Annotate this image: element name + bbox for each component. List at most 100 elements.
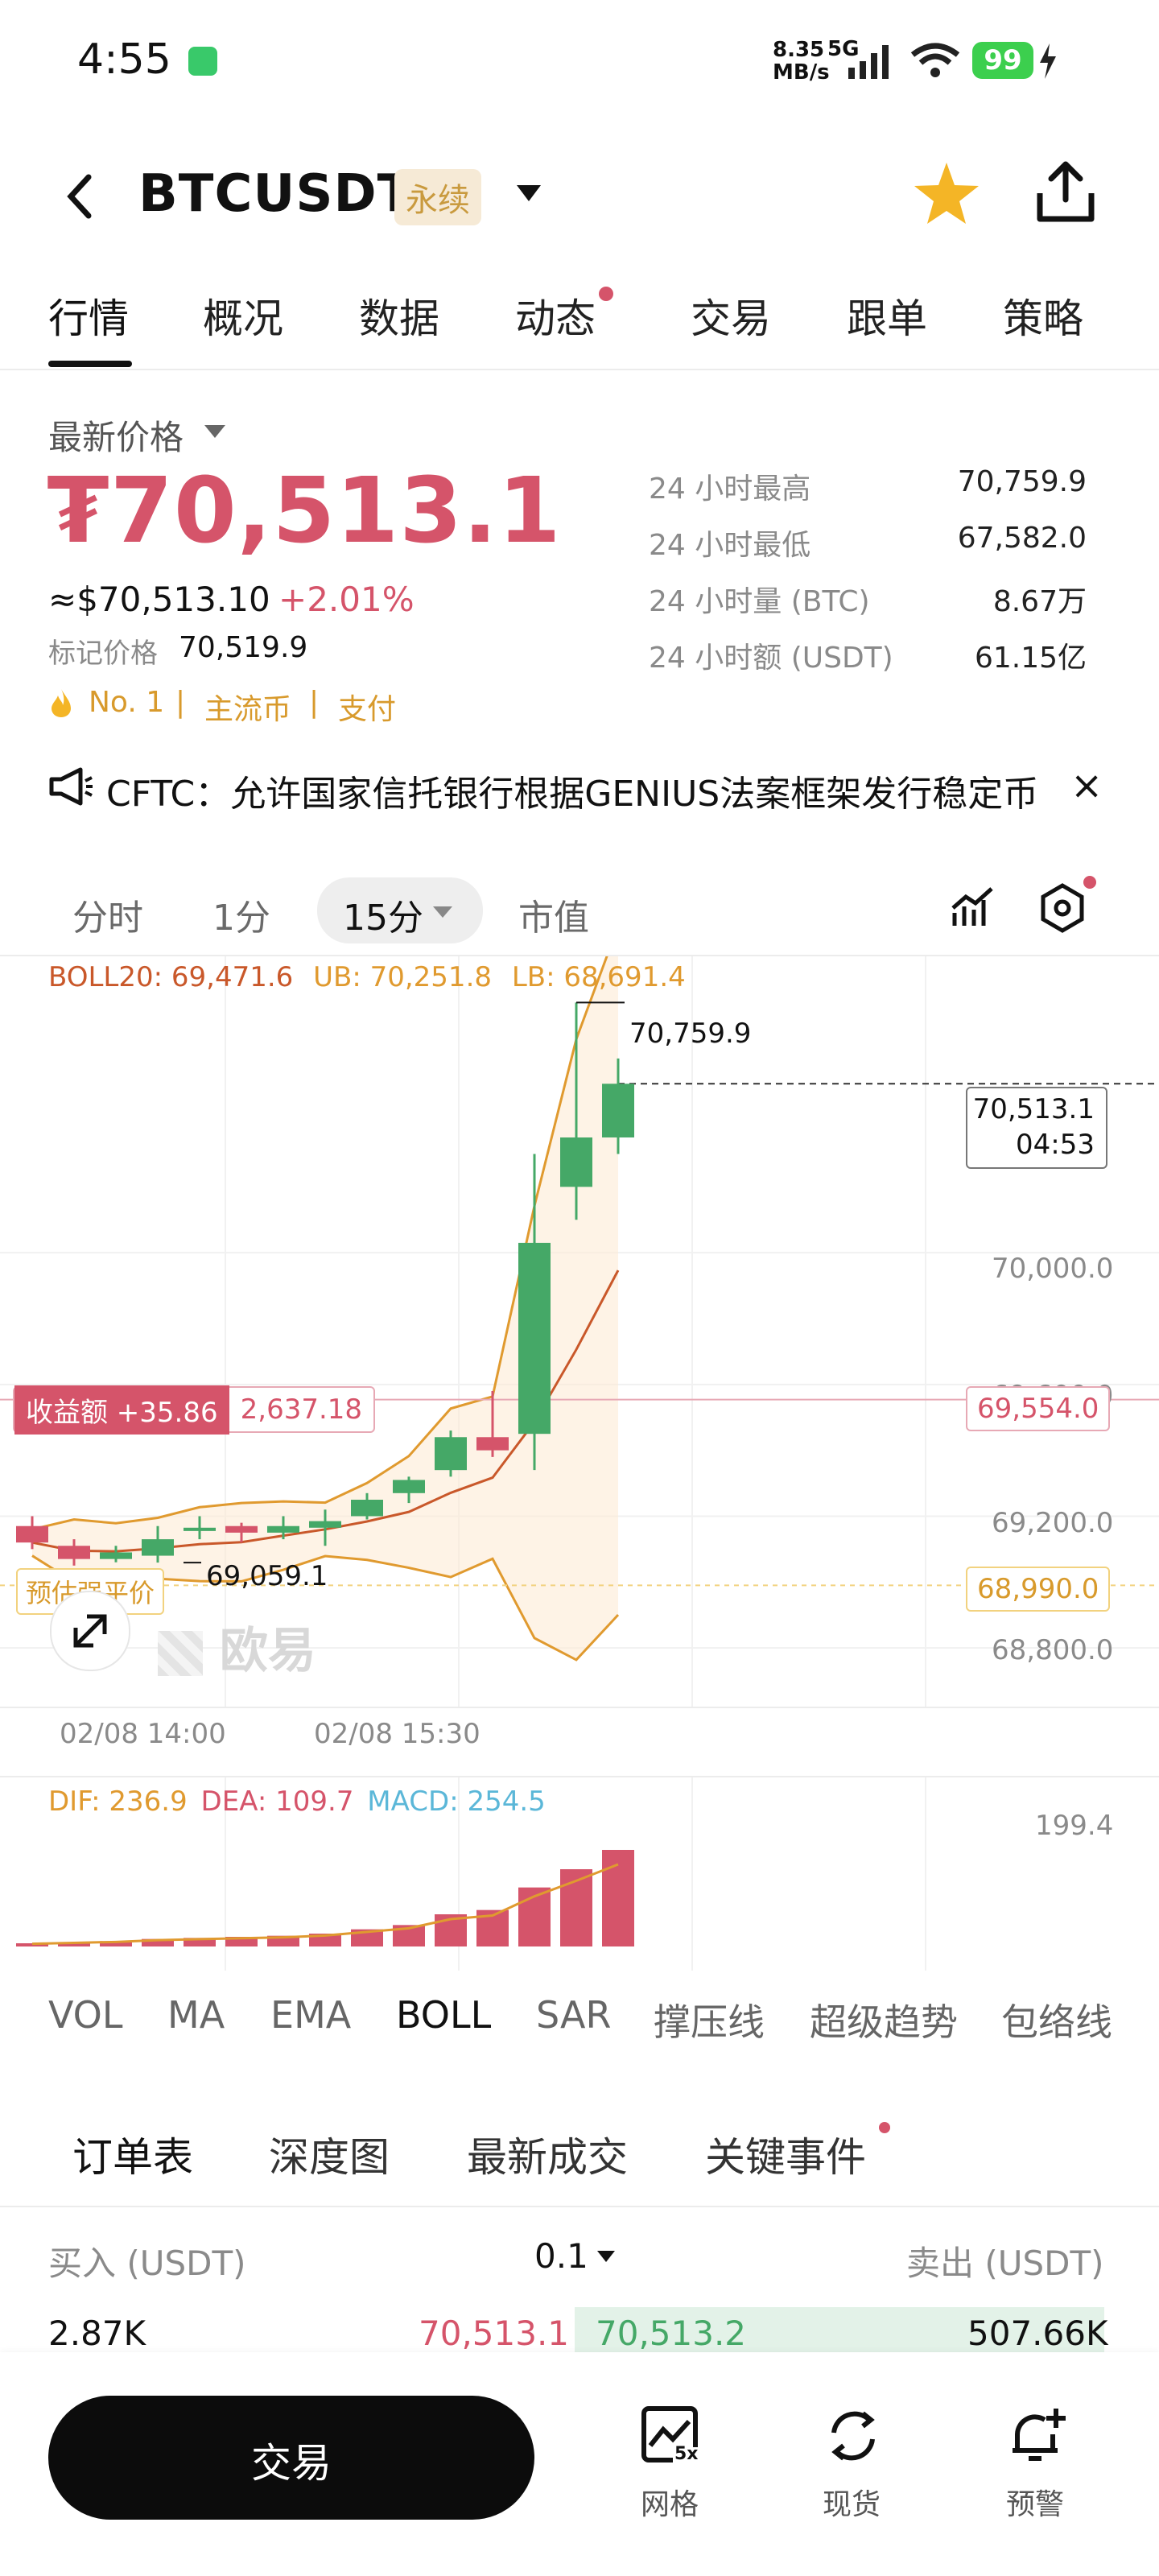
macd-dif: DIF: 236.9 — [48, 1785, 188, 1818]
indicator-supertrend[interactable]: 超级趋势 — [810, 2000, 958, 2044]
indicator-support-resistance[interactable]: 撑压线 — [654, 2000, 765, 2044]
stat-row: 24 小时量 (BTC) 8.67万 — [649, 578, 1087, 634]
macd-panel[interactable]: DIF: 236.9 DEA: 109.7 MACD: 254.5 199.4 — [0, 1777, 1159, 1971]
tab-latest-trades[interactable]: 最新成交 — [467, 2134, 628, 2181]
pnl-amount: 收益额 +35.86 — [14, 1385, 229, 1435]
megaphone-icon — [49, 767, 93, 806]
candle-body — [225, 1525, 258, 1533]
active-tab-indicator — [48, 361, 132, 367]
stat-value: 61.15亿 — [974, 642, 1087, 675]
boll-lower-value: LB: 68,691.4 — [511, 961, 686, 993]
spot-button[interactable]: 现货 — [800, 2405, 905, 2526]
high-price-marker: 70,759.9 — [629, 1018, 752, 1050]
net-speed-value: 8.35 — [773, 38, 825, 62]
price-type-selector[interactable]: 最新价格 — [48, 418, 184, 457]
stat-label: 24 小时额 (USDT) — [649, 642, 893, 675]
indicator-sar[interactable]: SAR — [536, 1993, 612, 2037]
ask-depth-bar — [575, 2307, 1104, 2352]
chart-top-divider — [0, 955, 1159, 956]
current-price-box[interactable]: 70,513.1 04:53 — [966, 1087, 1107, 1169]
okx-logo-icon — [158, 1631, 203, 1677]
candle-body — [476, 1437, 509, 1451]
macd-dea: DEA: 109.7 — [200, 1785, 354, 1818]
tag-separator: | — [175, 686, 186, 719]
back-arrow-icon[interactable] — [64, 172, 97, 221]
candle-body — [267, 1525, 299, 1533]
announcement-text[interactable]: CFTC：允许国家信托银行根据GENIUS法案框架发行稳定币 — [106, 774, 1039, 815]
stat-label: 24 小时量 (BTC) — [649, 585, 870, 618]
precision-caret-icon[interactable] — [596, 2249, 617, 2264]
timeframe-market-cap[interactable]: 市值 — [518, 898, 589, 939]
alert-button[interactable]: 预警 — [984, 2405, 1088, 2526]
wifi-icon — [910, 43, 960, 77]
timeframe-15m-label: 15分 — [343, 898, 423, 939]
expand-chart-button[interactable] — [50, 1591, 130, 1671]
chart-type-icon[interactable] — [950, 884, 995, 932]
stats-panel: 24 小时最高 70,759.9 24 小时最低 67,582.0 24 小时量… — [649, 465, 1087, 691]
candle-body — [142, 1539, 174, 1556]
tab-depth-chart[interactable]: 深度图 — [269, 2134, 390, 2181]
tab-overview[interactable]: 概况 — [203, 295, 283, 342]
orderbook-row[interactable]: 2.87K 70,513.1 70,513.2 507.66K — [0, 2307, 1159, 2352]
y-axis-tick: 69,200.0 — [992, 1507, 1114, 1539]
okx-watermark: 欧易 — [158, 1612, 316, 1682]
tab-copy-trading[interactable]: 跟单 — [847, 295, 927, 342]
candle-body — [518, 1242, 551, 1435]
timeframe-1m[interactable]: 1分 — [212, 898, 270, 939]
position-pnl-tag[interactable]: 收益额 +35.86 2,637.18 — [13, 1385, 376, 1435]
precision-selector[interactable]: 0.1 — [534, 2236, 588, 2276]
grid-bot-button[interactable]: 5x 网格 — [618, 2405, 723, 2526]
status-time: 4:55 — [77, 35, 171, 84]
tab-data[interactable]: 数据 — [359, 295, 439, 342]
usd-price: ≈$70,513.10 — [48, 580, 270, 619]
net-speed: 8.35 MB/s — [773, 39, 830, 84]
share-icon[interactable] — [1035, 161, 1096, 224]
stat-value: 8.67万 — [992, 585, 1087, 618]
timeframe-15m[interactable]: 15分 — [317, 877, 483, 943]
close-announcement-icon[interactable]: × — [1070, 763, 1103, 808]
candle-body — [184, 1527, 216, 1531]
chart-settings-icon[interactable] — [1038, 882, 1087, 934]
candle-body — [351, 1500, 383, 1517]
tag-payment[interactable]: 支付 — [338, 693, 397, 726]
main-tabs: 行情 概况 数据 动态 交易 跟单 策略 — [0, 287, 1159, 343]
stat-label: 24 小时最低 — [649, 529, 811, 562]
indicator-boll[interactable]: BOLL — [396, 1993, 492, 2037]
indicator-vol[interactable]: VOL — [48, 1993, 123, 2037]
indicator-ema[interactable]: EMA — [270, 1993, 352, 2037]
star-icon[interactable] — [913, 159, 980, 227]
tab-quotes[interactable]: 行情 — [48, 295, 129, 342]
candlestick-chart[interactable]: BOLL20: 69,471.6 UB: 70,251.8 LB: 68,691… — [0, 956, 1159, 1750]
tab-key-events[interactable]: 关键事件 — [705, 2134, 866, 2181]
chevron-down-icon — [433, 906, 452, 918]
watermark-text: 欧易 — [219, 1623, 316, 1679]
net-speed-unit: MB/s — [773, 60, 830, 85]
dropdown-caret-icon[interactable] — [515, 184, 542, 203]
tab-feed[interactable]: 动态 — [515, 295, 596, 342]
timeframe-line[interactable]: 分时 — [72, 898, 143, 939]
tab-order-book[interactable]: 订单表 — [72, 2134, 193, 2181]
x-axis-tick: 02/08 15:30 — [314, 1718, 481, 1750]
tab-trade[interactable]: 交易 — [691, 295, 771, 342]
bid-price: 70,513.1 — [419, 2314, 570, 2352]
indicator-envelope[interactable]: 包络线 — [1001, 2000, 1112, 2044]
net-type: 5G — [827, 37, 860, 61]
trade-button[interactable]: 交易 — [48, 2396, 534, 2520]
macd-bar — [142, 1938, 174, 1946]
stat-value: 67,582.0 — [957, 522, 1087, 555]
sell-header: 卖出 (USDT) — [906, 2244, 1104, 2283]
app-notification-icon — [188, 47, 217, 76]
tab-strategy[interactable]: 策略 — [1003, 295, 1083, 342]
boll-mid-value: BOLL20: 69,471.6 — [48, 961, 294, 993]
tag-mainstream[interactable]: 主流币 — [204, 693, 292, 726]
symbol-title[interactable]: BTCUSDT — [138, 164, 414, 224]
price-type-caret-icon[interactable] — [203, 423, 227, 440]
liquidation-price-label: 68,990.0 — [966, 1567, 1111, 1612]
indicator-ma[interactable]: MA — [167, 1993, 225, 2037]
candle-body — [393, 1480, 425, 1493]
macd-axis-value: 199.4 — [1035, 1810, 1114, 1842]
feed-notification-dot — [599, 287, 613, 301]
macd-value: MACD: 254.5 — [367, 1785, 546, 1818]
change-percent: +2.01% — [278, 580, 415, 619]
boll-legend: BOLL20: 69,471.6 UB: 70,251.8 LB: 68,691… — [48, 961, 686, 993]
